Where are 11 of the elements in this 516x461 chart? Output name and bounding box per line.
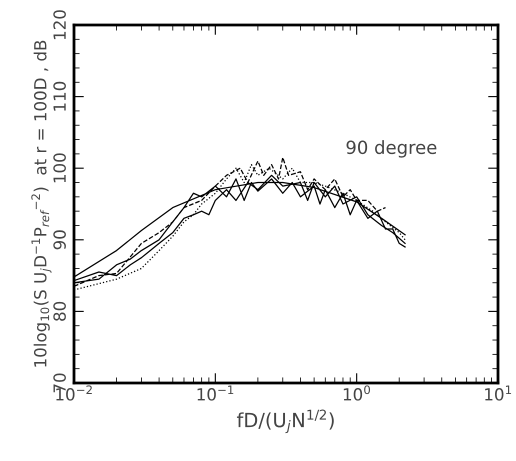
y-tick-label: 90 [53,230,66,250]
x-tick-label: 10$^{−1}$ [198,386,234,401]
y-tick-label: 80 [53,302,66,321]
y-tick-label: 110 [53,82,66,111]
x-tick-label: 10$^{0}$ [344,385,370,401]
x-axis-title: fD/(U$_{j}$N$^{1/2}$) [236,410,334,434]
y-tick-label: 120 [53,10,66,40]
y-tick-label: 100 [53,153,66,182]
annotation: 90 degree [346,140,436,158]
x-tick-label: 10$^{1}$ [485,386,512,401]
text: 10log$_{10}$(S U$_{j}$D$^{−1}$P$_{ref}$$^{−2}$) at r = 100D , dB [31,40,52,367]
